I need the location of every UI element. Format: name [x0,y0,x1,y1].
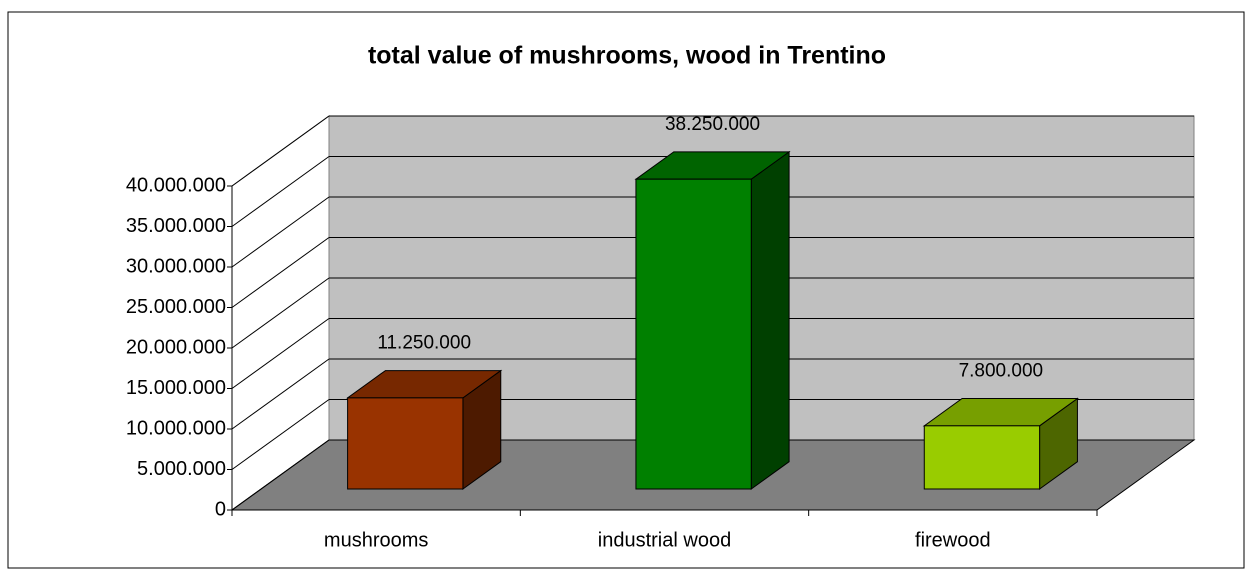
bar [635,178,752,490]
grid-line [231,399,330,470]
value-label: 38.250.000 [665,114,760,135]
x-tick-label: mushrooms [324,529,428,551]
grid-line [231,156,330,227]
y-tick-label: 25.000.000 [126,296,226,318]
bar [923,425,1041,490]
y-tick-label: 10.000.000 [126,417,226,439]
grid-line [231,237,330,308]
grid-line [231,115,330,187]
chart-title: total value of mushrooms, wood in Trenti… [368,42,886,70]
bar-side [750,150,790,490]
y-tick-label: 0 [215,498,226,520]
grid-line [231,277,330,349]
y-tick-label: 20.000.000 [126,336,226,358]
grid-line [231,358,330,430]
value-label: 11.250.000 [377,333,471,354]
x-tick-label: industrial wood [598,529,731,551]
y-tick-label: 5.000.000 [137,458,226,480]
value-label: 7.800.000 [959,361,1044,382]
x-tick-label: firewood [915,529,991,551]
y-tick-label: 40.000.000 [126,174,226,196]
bar [347,397,464,490]
grid-line [231,318,330,389]
y-tick-label: 30.000.000 [126,255,226,277]
y-tick-label: 35.000.000 [126,215,226,237]
grid-line [231,196,330,268]
grid-line [231,439,330,511]
y-tick-label: 15.000.000 [126,377,226,399]
